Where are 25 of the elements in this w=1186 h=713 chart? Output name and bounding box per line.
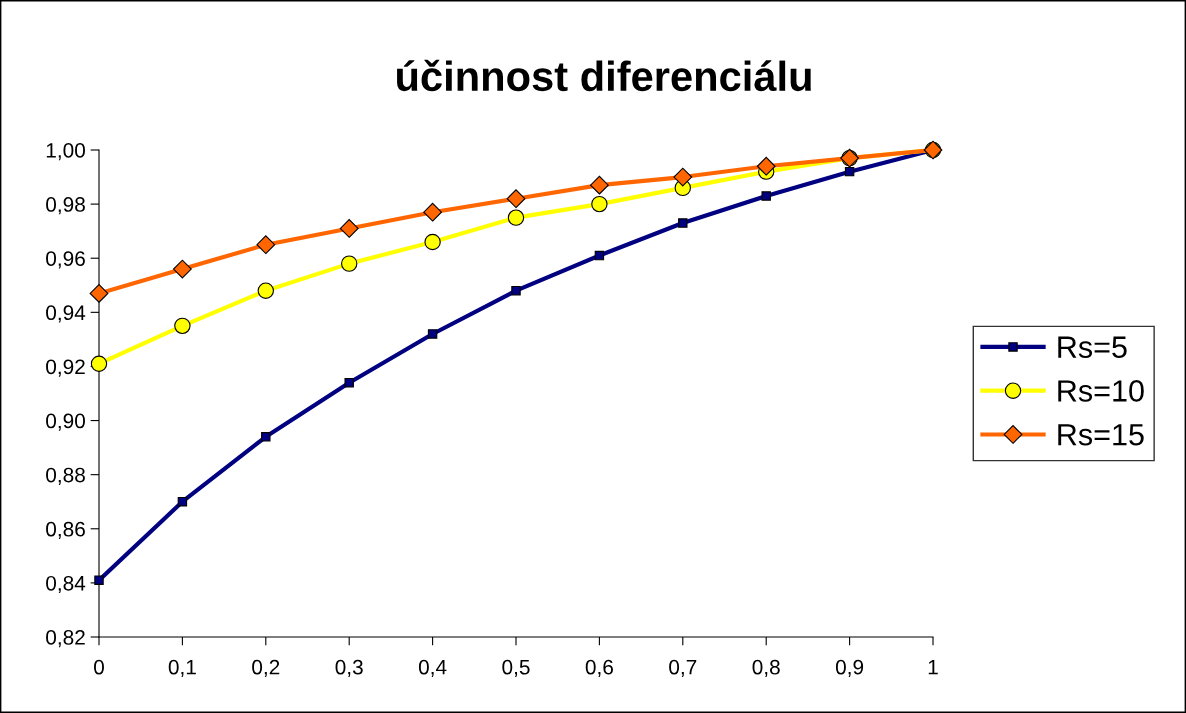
y-tick-label: 0,98 — [46, 197, 85, 215]
legend-label: Rs=15 — [1058, 424, 1144, 446]
y-tick-label: 0,90 — [46, 413, 85, 431]
x-tick-label: 0,5 — [502, 659, 530, 677]
x-tick-label: 0,2 — [252, 659, 280, 677]
chart-title: účinnost diferenciálu — [397, 59, 811, 92]
legend-label: Rs=10 — [1058, 380, 1144, 402]
y-tick-label: 1,00 — [46, 143, 85, 161]
x-tick-label: 0,3 — [335, 659, 363, 677]
x-tick-label: 0,7 — [669, 659, 697, 677]
x-tick-label: 0,8 — [752, 659, 780, 677]
y-tick-label: 0,96 — [46, 251, 85, 269]
x-tick-label: 0,9 — [835, 659, 864, 677]
y-tick-label: 0,84 — [46, 575, 86, 594]
y-tick-label: 0,82 — [46, 630, 85, 648]
y-tick-label: 0,86 — [46, 521, 85, 539]
x-tick-label: 0,4 — [418, 659, 447, 677]
x-tick-label: 0,6 — [585, 659, 613, 677]
x-tick-label: 0 — [94, 659, 104, 675]
x-tick-label: 0,1 — [168, 659, 196, 677]
y-tick-label: 0,94 — [46, 305, 86, 323]
legend-label: Rs=5 — [1058, 336, 1127, 358]
y-tick-label: 0,88 — [46, 467, 85, 485]
y-tick-label: 0,92 — [46, 359, 85, 377]
x-tick-label: 1 — [928, 659, 938, 675]
